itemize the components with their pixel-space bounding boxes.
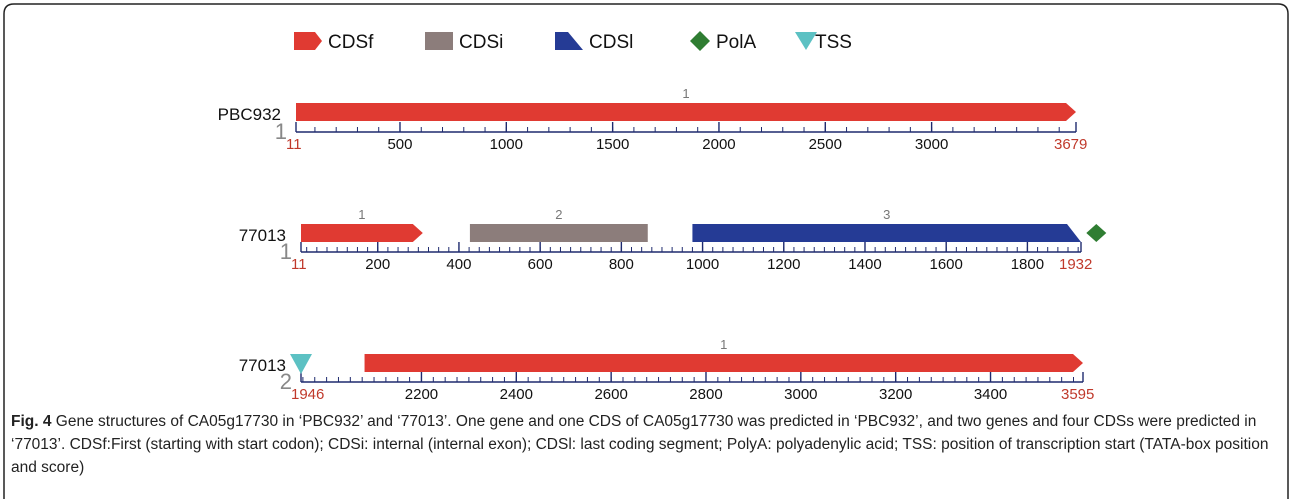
tick-label: 1200: [767, 256, 800, 273]
legend-label: PolA: [716, 32, 756, 53]
legend-label: CDSf: [328, 32, 374, 53]
tick-label: 2400: [500, 386, 533, 403]
tick-label: 3400: [974, 386, 1007, 403]
feature-label: 1: [682, 86, 689, 101]
legend-label: TSS: [815, 32, 852, 53]
tick-label: 2000: [702, 136, 735, 153]
tick-label: 1800: [1011, 256, 1044, 273]
tick-label: 1400: [848, 256, 881, 273]
legend-cdsf-icon: [294, 32, 322, 50]
tick-label: 2200: [405, 386, 438, 403]
feature-label: 3: [883, 207, 890, 222]
cds-last-segment: [692, 224, 1081, 242]
tick-label: 2500: [809, 136, 842, 153]
legend-cdsi-icon: [425, 32, 453, 50]
tick-label: 500: [387, 136, 412, 153]
feature-label: 1: [720, 337, 727, 352]
axis-start-label: 11: [291, 256, 307, 273]
tick-label: 1600: [930, 256, 963, 273]
track-name: PBC932: [218, 105, 281, 124]
tick-label: 600: [528, 256, 553, 273]
tick-label: 800: [609, 256, 634, 273]
track-name: 77013: [239, 226, 286, 245]
tick-label: 3000: [784, 386, 817, 403]
axis-end-label: 1932: [1059, 256, 1092, 273]
legend-tss-icon: [795, 32, 817, 50]
tick-label: 1000: [490, 136, 523, 153]
track-index: 1: [275, 119, 287, 144]
cds-first-segment: [301, 224, 423, 242]
tick-label: 3200: [879, 386, 912, 403]
track-index: 1: [280, 239, 292, 264]
figure-caption: Fig. 4 Gene structures of CA05g17730 in …: [11, 410, 1279, 479]
legend-label: CDSl: [589, 32, 633, 53]
cds-internal-segment: [469, 224, 648, 242]
tick-label: 200: [365, 256, 390, 273]
tick-label: 1000: [686, 256, 719, 273]
tick-label: 3000: [915, 136, 948, 153]
tick-label: 1500: [596, 136, 629, 153]
feature-label: 1: [358, 207, 365, 222]
legend-pola-icon: [690, 31, 710, 51]
polya-marker-icon: [1086, 224, 1107, 242]
tick-label: 2800: [689, 386, 722, 403]
figure-border: [3, 3, 1289, 499]
legend-cdsl-icon: [555, 32, 583, 50]
axis-start-label: 1946: [291, 386, 324, 403]
legend-label: CDSi: [459, 32, 503, 53]
cds-first-segment: [296, 103, 1076, 121]
track-index: 2: [280, 369, 292, 394]
legend: CDSf CDSi CDSl PolA TSS: [294, 31, 852, 53]
track-name: 77013: [239, 356, 286, 375]
tick-label: 400: [446, 256, 471, 273]
tss-marker-icon: [290, 354, 312, 374]
feature-label: 2: [555, 207, 562, 222]
axis-end-label: 3595: [1061, 386, 1094, 403]
axis-start-label: 11: [286, 136, 302, 153]
figure-number: Fig. 4: [11, 413, 52, 430]
tick-label: 2600: [594, 386, 627, 403]
cds-first-segment: [364, 354, 1083, 372]
caption-text: Gene structures of CA05g17730 in ‘PBC932…: [11, 413, 1269, 476]
axis-end-label: 3679: [1054, 136, 1087, 153]
